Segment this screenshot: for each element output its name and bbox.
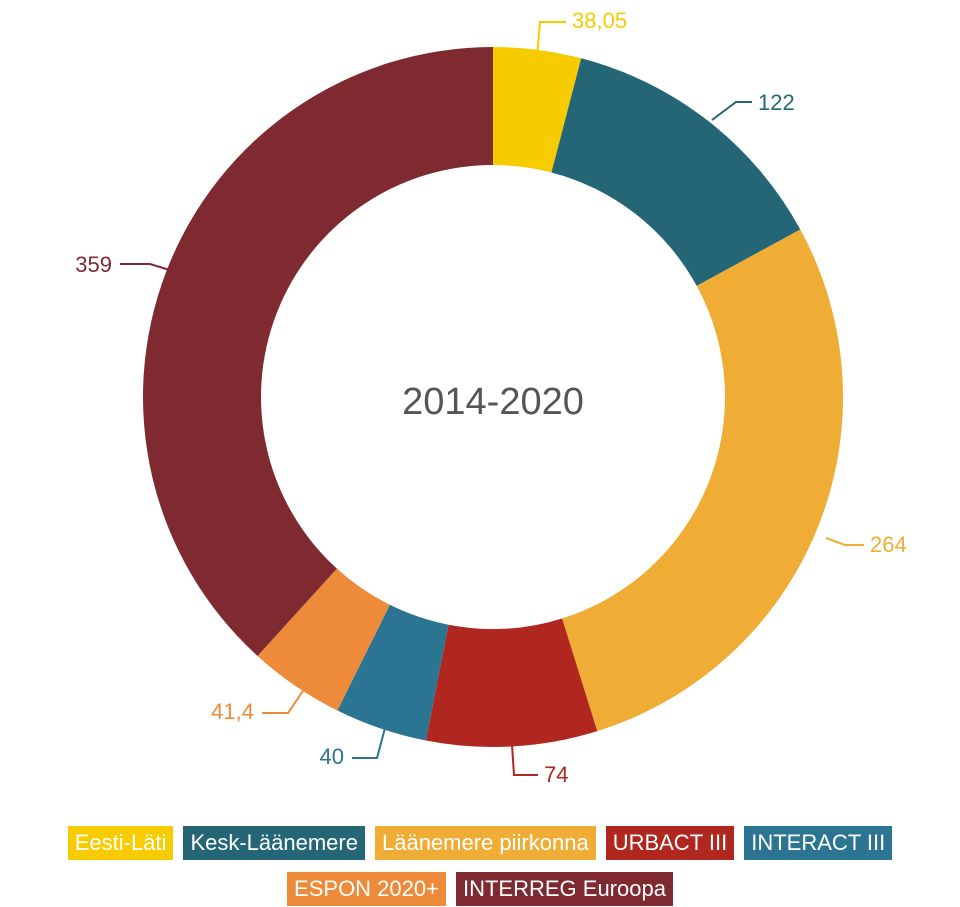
donut-slice xyxy=(143,47,493,656)
legend-item: Läänemere piirkonna xyxy=(374,826,596,860)
slices xyxy=(143,47,843,747)
leader-line xyxy=(262,684,308,714)
value-label: 122 xyxy=(758,90,795,115)
value-label: 38,05 xyxy=(572,8,627,33)
legend-item: INTERREG Euroopa xyxy=(455,872,673,906)
legend-row: ESPON 2020+ INTERREG Euroopa xyxy=(0,872,960,906)
legend-row: Eesti-Läti Kesk-Läänemere Läänemere piirko… xyxy=(0,826,960,860)
value-label: 41,4 xyxy=(211,699,254,724)
legend-item: ESPON 2020+ xyxy=(287,872,446,906)
donut-slice xyxy=(551,58,801,286)
leader-line xyxy=(711,101,752,121)
value-label: 359 xyxy=(75,252,112,277)
legend-item: INTERACT III xyxy=(744,826,893,860)
leader-line xyxy=(511,744,538,776)
donut-slice xyxy=(562,229,843,732)
leader-line xyxy=(352,727,386,759)
center-label: 2014-2020 xyxy=(402,381,584,423)
donut-slice xyxy=(425,618,598,747)
legend-item: Kesk-Läänemere xyxy=(183,826,365,860)
donut-slice xyxy=(337,604,449,741)
value-label: 264 xyxy=(870,532,907,557)
donut-slice xyxy=(257,568,390,711)
leader-line xyxy=(536,21,566,57)
legend-item: Eesti-Läti xyxy=(67,826,174,860)
donut-slice xyxy=(493,47,582,173)
legend-item: URBACT III xyxy=(605,826,735,860)
value-label: 74 xyxy=(544,762,568,787)
leader-line xyxy=(825,537,864,546)
leader-lines xyxy=(120,21,864,776)
value-labels: 38,05 122 264 74 40 41,4 359 xyxy=(75,8,906,787)
leader-line xyxy=(120,263,174,272)
value-label: 40 xyxy=(320,744,344,769)
